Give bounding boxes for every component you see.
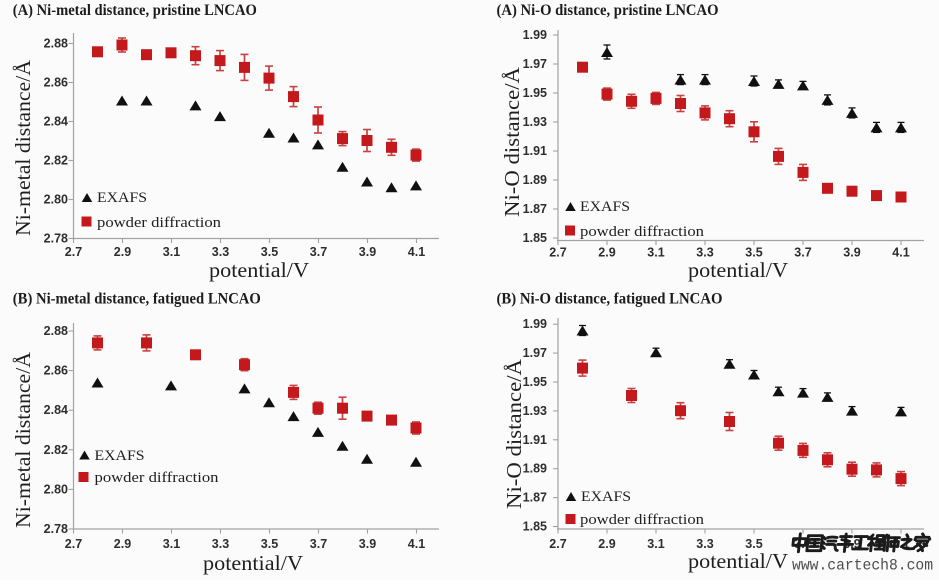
- svg-text:Ni-O distance/Å: Ni-O distance/Å: [502, 358, 526, 509]
- svg-text:Ni-metal distance/Å: Ni-metal distance/Å: [11, 351, 35, 528]
- svg-text:1.87: 1.87: [523, 202, 547, 216]
- svg-text:3.1: 3.1: [647, 246, 664, 260]
- svg-text:1.89: 1.89: [523, 173, 547, 187]
- svg-text:4.1: 4.1: [892, 246, 909, 260]
- svg-text:EXAFS: EXAFS: [580, 199, 630, 215]
- svg-text:EXAFS: EXAFS: [97, 190, 147, 206]
- svg-text:potential/V: potential/V: [209, 258, 309, 282]
- svg-text:2.82: 2.82: [44, 443, 68, 457]
- svg-text:(B) Ni-O distance, fatigued LN: (B) Ni-O distance, fatigued LNCAO: [497, 291, 723, 308]
- svg-text:potential/V: potential/V: [203, 551, 303, 575]
- svg-text:4.1: 4.1: [408, 537, 425, 551]
- svg-text:1.91: 1.91: [523, 144, 547, 158]
- svg-text:1.97: 1.97: [523, 346, 547, 360]
- svg-text:3.9: 3.9: [359, 245, 376, 259]
- svg-text:3.1: 3.1: [163, 245, 180, 259]
- svg-text:1.85: 1.85: [523, 520, 547, 534]
- svg-text:powder diffraction: powder diffraction: [580, 512, 705, 528]
- svg-text:1.95: 1.95: [523, 86, 547, 100]
- svg-text:www.cartech8.com: www.cartech8.com: [792, 557, 933, 575]
- svg-text:2.7: 2.7: [65, 245, 82, 259]
- svg-text:potential/V: potential/V: [688, 549, 788, 573]
- svg-text:2.9: 2.9: [598, 246, 615, 260]
- svg-text:Ni-metal distance/Å: Ni-metal distance/Å: [11, 59, 35, 236]
- svg-text:1.95: 1.95: [523, 375, 547, 389]
- svg-text:(B) Ni-metal distance, fatigue: (B) Ni-metal distance, fatigued LNCAO: [13, 291, 261, 308]
- svg-text:(A) Ni-metal distance, pristin: (A) Ni-metal distance, pristine LNCAO: [13, 2, 257, 19]
- svg-text:powder diffraction: powder diffraction: [580, 224, 705, 240]
- svg-text:EXAFS: EXAFS: [95, 448, 145, 464]
- svg-text:3.3: 3.3: [212, 245, 229, 259]
- svg-text:1.93: 1.93: [523, 404, 547, 418]
- svg-text:2.7: 2.7: [65, 537, 82, 551]
- svg-text:1.99: 1.99: [523, 317, 547, 331]
- svg-text:3.7: 3.7: [310, 537, 327, 551]
- svg-text:2.78: 2.78: [44, 522, 68, 536]
- svg-text:3.5: 3.5: [261, 537, 278, 551]
- svg-text:3.3: 3.3: [212, 537, 229, 551]
- svg-text:1.99: 1.99: [523, 28, 547, 42]
- svg-text:3.9: 3.9: [843, 246, 860, 260]
- svg-text:3.7: 3.7: [794, 246, 811, 260]
- svg-text:(A) Ni-O distance, pristine LN: (A) Ni-O distance, pristine LNCAO: [497, 2, 719, 19]
- svg-text:3.5: 3.5: [261, 245, 278, 259]
- svg-text:2.7: 2.7: [549, 246, 566, 260]
- svg-text:2.9: 2.9: [114, 245, 131, 259]
- svg-text:3.5: 3.5: [745, 537, 762, 551]
- svg-text:2.84: 2.84: [44, 403, 68, 417]
- svg-text:potential/V: potential/V: [688, 258, 788, 282]
- svg-text:1.97: 1.97: [523, 57, 547, 71]
- svg-text:powder diffraction: powder diffraction: [97, 215, 222, 231]
- svg-text:2.82: 2.82: [44, 154, 68, 168]
- svg-text:3.5: 3.5: [745, 246, 762, 260]
- svg-text:1.89: 1.89: [523, 462, 547, 476]
- svg-text:2.9: 2.9: [598, 537, 615, 551]
- svg-text:4.1: 4.1: [408, 245, 425, 259]
- svg-text:3.1: 3.1: [163, 537, 180, 551]
- svg-text:3.9: 3.9: [359, 537, 376, 551]
- svg-text:2.80: 2.80: [44, 193, 68, 207]
- svg-text:2.88: 2.88: [44, 37, 68, 51]
- svg-text:powder diffraction: powder diffraction: [95, 470, 220, 486]
- svg-text:2.86: 2.86: [44, 76, 68, 90]
- svg-text:3.3: 3.3: [696, 537, 713, 551]
- svg-text:3.7: 3.7: [310, 245, 327, 259]
- svg-text:2.78: 2.78: [44, 232, 68, 246]
- svg-text:1.91: 1.91: [523, 433, 547, 447]
- svg-text:2.9: 2.9: [114, 537, 131, 551]
- svg-text:2.88: 2.88: [44, 324, 68, 338]
- svg-text:3.3: 3.3: [696, 246, 713, 260]
- svg-text:2.84: 2.84: [44, 115, 68, 129]
- svg-text:2.7: 2.7: [549, 537, 566, 551]
- svg-text:Ni-O distance/Å: Ni-O distance/Å: [500, 66, 524, 217]
- svg-text:1.85: 1.85: [523, 231, 547, 245]
- svg-text:1.93: 1.93: [523, 115, 547, 129]
- svg-text:1.87: 1.87: [523, 491, 547, 505]
- svg-text:3.1: 3.1: [647, 537, 664, 551]
- svg-text:2.80: 2.80: [44, 482, 68, 496]
- svg-text:2.86: 2.86: [44, 364, 68, 378]
- svg-text:EXAFS: EXAFS: [581, 489, 631, 505]
